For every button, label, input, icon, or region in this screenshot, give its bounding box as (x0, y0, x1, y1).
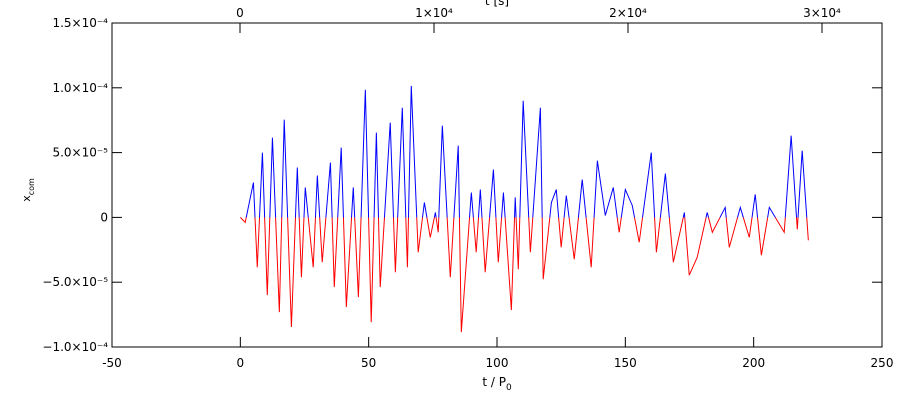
x-tick-label: 0 (237, 356, 245, 370)
x2-axis-label: t [s] (485, 0, 509, 8)
y-axis-label: xcom (20, 178, 36, 202)
x-tick-label: 250 (871, 356, 894, 370)
y-tick-label: 1.5×10⁻⁴ (52, 16, 108, 30)
x-tick-label: 50 (361, 356, 376, 370)
x-tick-label: 100 (486, 356, 509, 370)
y-tick-label: −1.0×10⁻⁴ (42, 340, 108, 354)
y-tick-label: −5.0×10⁻⁵ (42, 275, 108, 289)
data-line (239, 85, 809, 333)
y-tick-label: 5.0×10⁻⁵ (52, 146, 108, 160)
x-axis-label: t / P0 (482, 375, 512, 393)
x2-tick-label: 3×10⁴ (803, 6, 841, 20)
x-tick-label: 150 (614, 356, 637, 370)
y-tick-label: 1.0×10⁻⁴ (52, 81, 108, 95)
x2-tick-label: 0 (236, 6, 244, 20)
x2-tick-label: 2×10⁴ (609, 6, 647, 20)
x-tick-label: 200 (742, 356, 765, 370)
x-tick-label: -50 (102, 356, 122, 370)
plot-frame (111, 22, 883, 348)
y-tick-label: 0 (100, 210, 108, 224)
x2-tick-label: 1×10⁴ (415, 6, 453, 20)
